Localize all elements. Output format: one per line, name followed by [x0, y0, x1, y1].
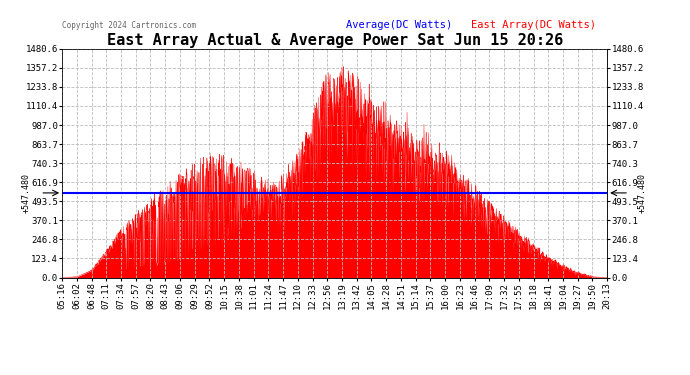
Text: +547.480: +547.480: [22, 173, 31, 213]
Text: +547.480: +547.480: [638, 173, 647, 213]
Text: East Array(DC Watts): East Array(DC Watts): [471, 21, 596, 30]
Text: Copyright 2024 Cartronics.com: Copyright 2024 Cartronics.com: [62, 21, 196, 30]
Text: Average(DC Watts): Average(DC Watts): [346, 21, 452, 30]
Title: East Array Actual & Average Power Sat Jun 15 20:26: East Array Actual & Average Power Sat Ju…: [106, 33, 563, 48]
